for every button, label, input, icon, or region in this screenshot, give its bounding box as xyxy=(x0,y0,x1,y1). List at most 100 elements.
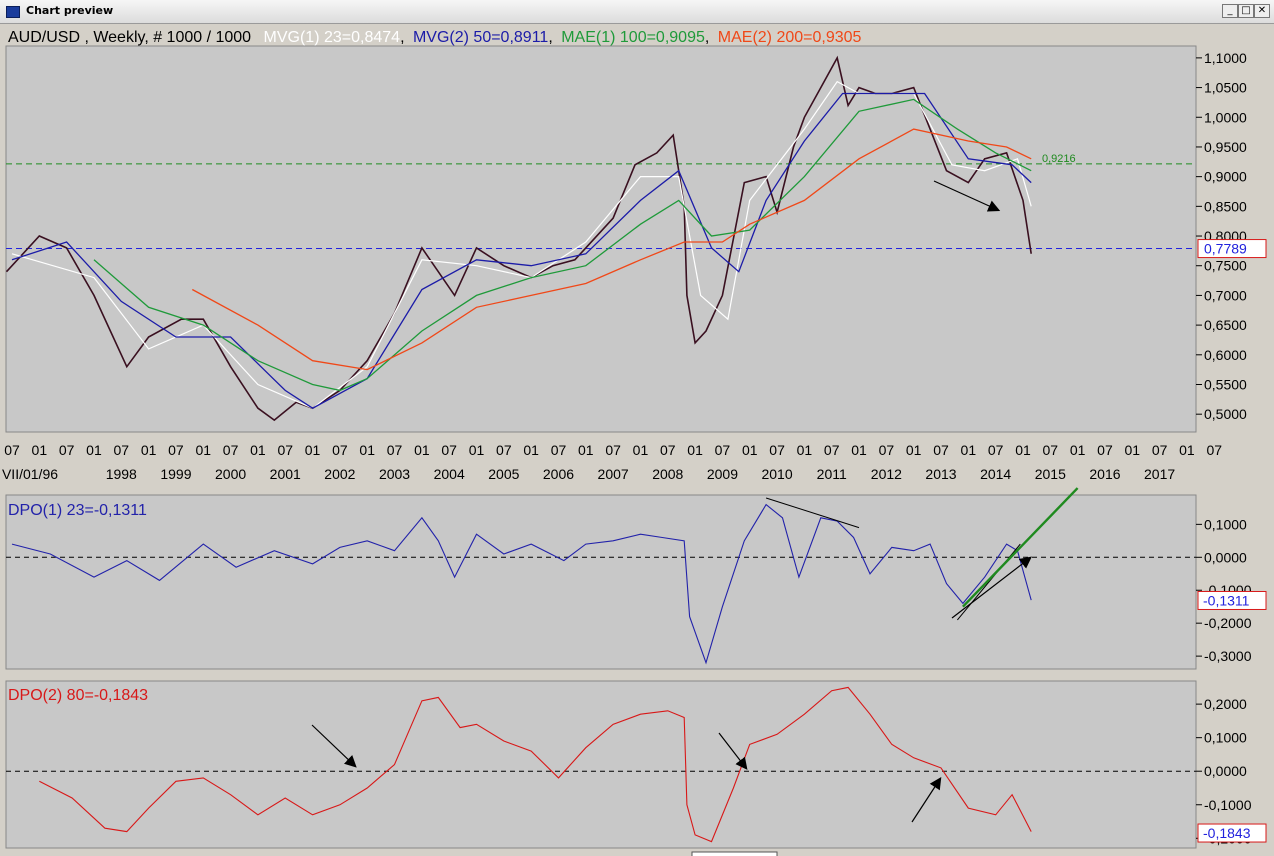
dpo2-current-box xyxy=(1197,823,1267,843)
x-month-label: 07 xyxy=(988,442,1004,458)
x-year-label: 2015 xyxy=(1035,466,1066,482)
x-year-label: VII/01/96 xyxy=(2,466,58,482)
x-month-label: 07 xyxy=(223,442,239,458)
x-month-label: 01 xyxy=(906,442,922,458)
y-tick-label: 0,7500 xyxy=(1204,258,1247,274)
x-month-label: 07 xyxy=(1206,442,1222,458)
x-year-label: 2012 xyxy=(871,466,902,482)
x-month-label: 07 xyxy=(1043,442,1059,458)
minimize-button[interactable]: _ xyxy=(1222,4,1238,18)
x-month-label: 07 xyxy=(441,442,457,458)
x-month-label: 01 xyxy=(742,442,758,458)
x-year-label: 2017 xyxy=(1144,466,1175,482)
x-month-label: 01 xyxy=(687,442,703,458)
x-month-label: 07 xyxy=(168,442,184,458)
annotation-arrow-price[interactable] xyxy=(933,180,1001,212)
y-tick-label: 0,0000 xyxy=(1204,549,1247,565)
title-bar: Chart preview _ □ ✕ xyxy=(0,0,1274,24)
current-price-box xyxy=(1197,239,1267,259)
x-month-label: 01 xyxy=(250,442,266,458)
x-month-label: 01 xyxy=(86,442,102,458)
close-button[interactable]: ✕ xyxy=(1254,4,1270,18)
x-month-label: 07 xyxy=(59,442,75,458)
y-tick-label: 0,8500 xyxy=(1204,198,1247,214)
x-year-label: 2002 xyxy=(324,466,355,482)
y-tick-label: 0,0000 xyxy=(1204,763,1247,779)
y-tick-label: -0,1000 xyxy=(1204,797,1252,813)
x-month-label: 01 xyxy=(359,442,375,458)
resistance-label: 0,9216 xyxy=(1042,153,1076,165)
x-month-label: 01 xyxy=(578,442,594,458)
annotation-arrow-dpo2-a[interactable] xyxy=(311,724,357,768)
y-tick-label: 1,0000 xyxy=(1204,109,1247,125)
x-month-label: 01 xyxy=(305,442,321,458)
dpo1-title: DPO(1) 23=-0,1311 xyxy=(8,502,147,519)
series-mvg-1-23 xyxy=(11,80,1032,409)
x-month-label: 07 xyxy=(4,442,20,458)
dpo1-chart xyxy=(6,487,1196,665)
y-tick-label: 1,0500 xyxy=(1204,80,1247,96)
y-tick-label: 0,5000 xyxy=(1204,406,1247,422)
dpo2-title: DPO(2) 80=-0,1843 xyxy=(8,687,148,704)
x-month-label: 01 xyxy=(633,442,649,458)
x-year-label: 2003 xyxy=(379,466,410,482)
dpo2-panel-bg xyxy=(5,680,1197,849)
y-tick-label: 0,2000 xyxy=(1204,696,1247,712)
series-dpo-1-23 xyxy=(11,503,1032,665)
x-year-label: 2000 xyxy=(215,466,246,482)
x-month-label: 01 xyxy=(32,442,48,458)
price-title: AUD/USD , Weekly, # 1000 / 1000 MVG(1) 2… xyxy=(8,29,862,46)
x-month-label: 07 xyxy=(879,442,895,458)
x-year-label: 2014 xyxy=(980,466,1011,482)
x-year-label: 2016 xyxy=(1089,466,1120,482)
x-month-label: 07 xyxy=(605,442,621,458)
y-tick-label: -0,3000 xyxy=(1204,648,1252,664)
x-month-label: 07 xyxy=(769,442,785,458)
x-month-label: 07 xyxy=(551,442,567,458)
x-month-label: 07 xyxy=(1097,442,1113,458)
x-month-label: 01 xyxy=(195,442,211,458)
annotation-arrow-dpo1[interactable] xyxy=(951,556,1032,619)
series-trendline-top xyxy=(765,497,860,529)
x-month-label: 01 xyxy=(1179,442,1195,458)
y-tick-label: 0,6000 xyxy=(1204,347,1247,363)
x-month-label: 01 xyxy=(414,442,430,458)
annotation-arrow-dpo2-b[interactable] xyxy=(718,732,748,770)
x-year-label: 2011 xyxy=(817,466,847,482)
current-price-label: 0,7789 xyxy=(1204,241,1247,257)
x-year-label: 2013 xyxy=(925,466,956,482)
y-tick-label: 0,1000 xyxy=(1204,516,1247,532)
x-month-label: 07 xyxy=(715,442,731,458)
x-year-label: 2006 xyxy=(543,466,574,482)
maximize-button[interactable]: □ xyxy=(1238,4,1254,18)
x-year-label: 2007 xyxy=(598,466,629,482)
y-tick-label: 0,1000 xyxy=(1204,730,1247,746)
y-tick-label: 0,5500 xyxy=(1204,376,1247,392)
dpo1-panel-bg xyxy=(5,494,1197,670)
window-title: Chart preview xyxy=(26,4,114,17)
x-year-label: 2001 xyxy=(270,466,301,482)
x-month-label: 01 xyxy=(141,442,157,458)
x-year-label: 2008 xyxy=(652,466,683,482)
price-title-mvg2: MVG(2) 50=0,8911 xyxy=(413,29,548,46)
x-month-label: 01 xyxy=(1070,442,1086,458)
price-title-mae1: MAE(1) 100=0,9095 xyxy=(561,29,705,46)
series-dpo-2-80 xyxy=(39,686,1032,843)
y-tick-label: 0,7000 xyxy=(1204,287,1247,303)
x-month-label: 07 xyxy=(660,442,676,458)
close-icon: ✕ xyxy=(1257,5,1267,16)
series-aud-usd xyxy=(5,55,1032,422)
x-month-label: 07 xyxy=(332,442,348,458)
annotation-arrow-dpo2-c[interactable] xyxy=(911,776,942,823)
x-year-label: 2009 xyxy=(707,466,738,482)
y-tick-label: 0,9500 xyxy=(1204,139,1247,155)
dpo2-current-label: -0,1843 xyxy=(1203,825,1251,841)
y-tick-label: 0,9000 xyxy=(1204,169,1247,185)
price-title-mvg1: MVG(1) 23=0,8474 xyxy=(264,29,401,46)
x-month-label: 01 xyxy=(797,442,813,458)
dpo1-current-box xyxy=(1197,590,1267,610)
y-tick-label: 0,6500 xyxy=(1204,317,1247,333)
time-x-axis: 07 01 07 01 07 01 07 01 07 01 07 01 07 01 07 01 07 01 07 01… xyxy=(2,442,1222,482)
